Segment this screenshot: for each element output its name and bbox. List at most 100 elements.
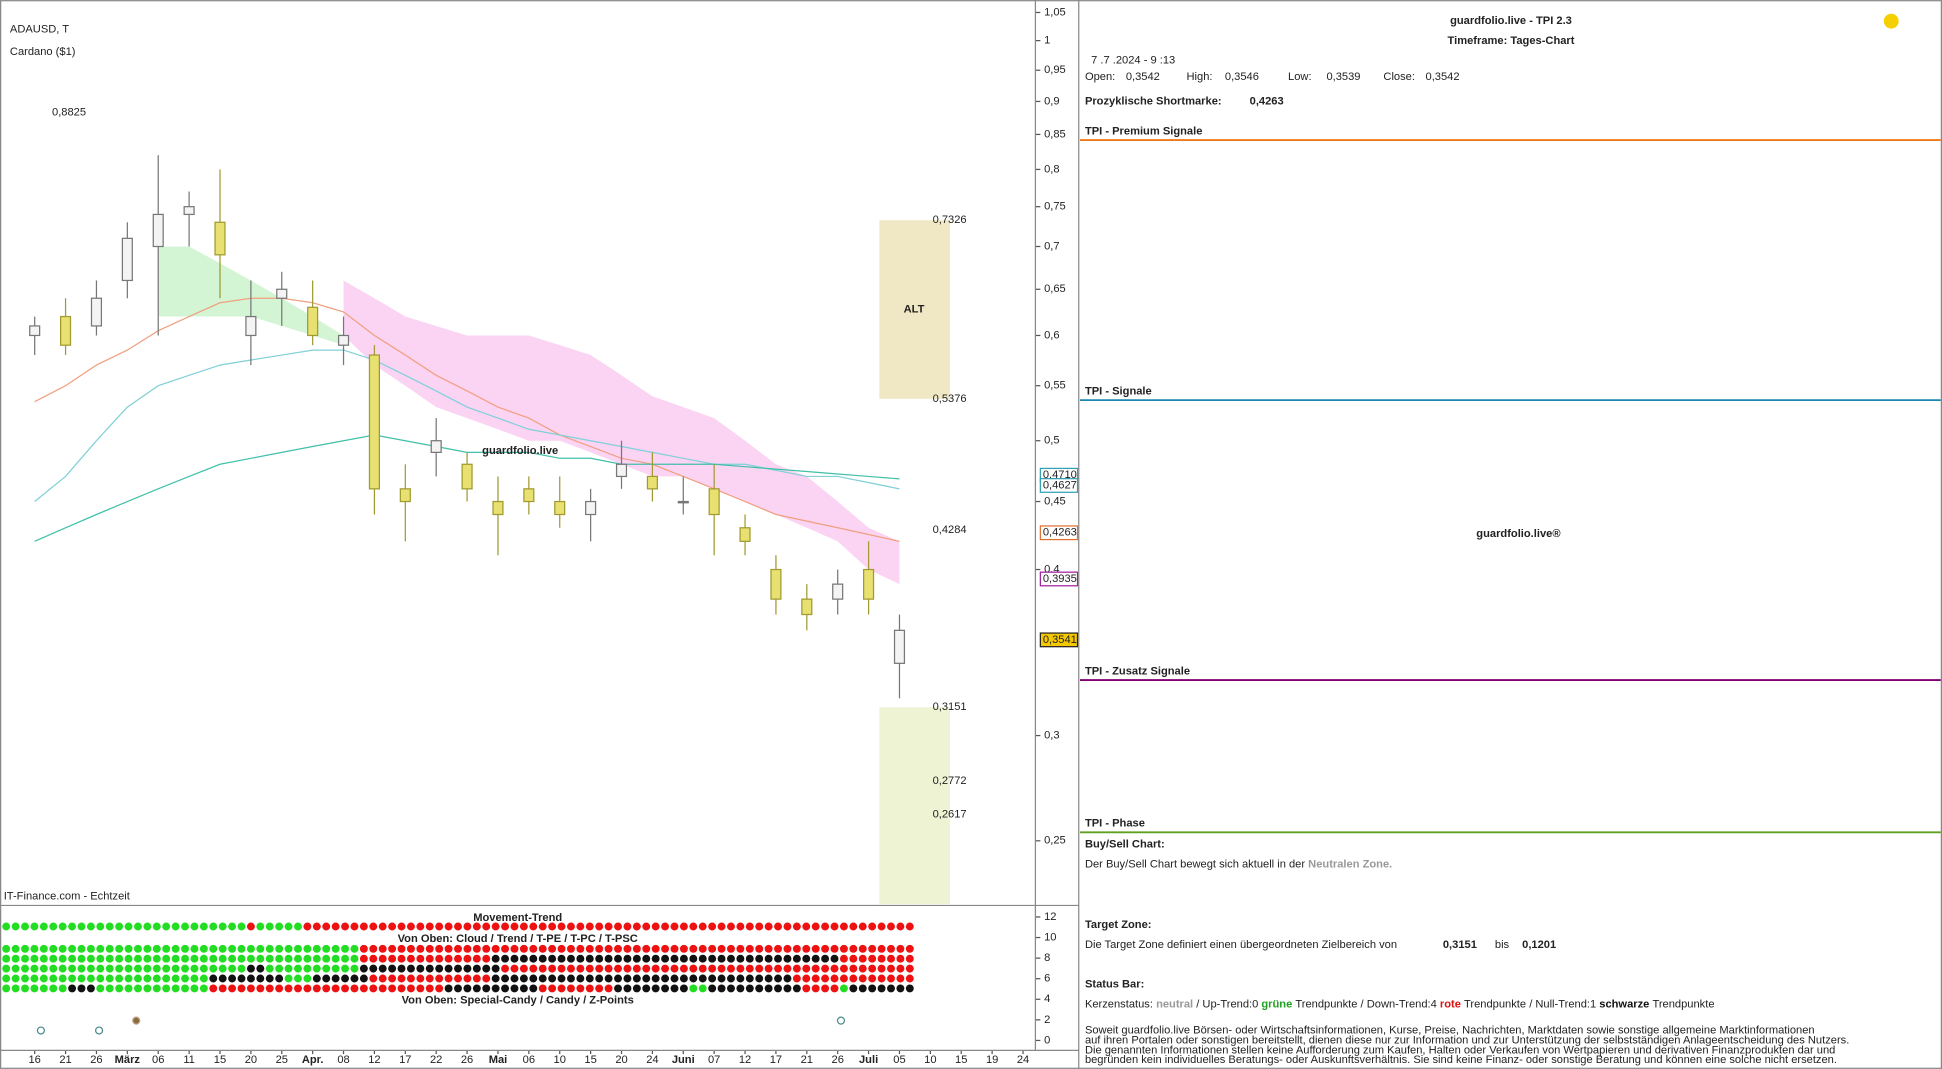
trend-dot <box>218 984 227 993</box>
trend-dot <box>670 964 679 973</box>
trend-dot <box>585 974 594 983</box>
price-marker <box>1039 632 1079 648</box>
section-title: TPI - Zusatz Signale <box>1085 665 1190 677</box>
trend-dot <box>312 984 321 993</box>
level-label: 0,2617 <box>933 808 967 820</box>
trend-dot <box>745 922 754 931</box>
y-tick-label: 0,55 <box>1044 380 1066 392</box>
trend-dot <box>388 964 397 973</box>
trend-dot <box>595 954 604 963</box>
indicator-title: Movement-Trend <box>473 912 562 924</box>
buysell-zone: Neutralen Zone. <box>1308 859 1392 871</box>
trend-dot <box>181 922 189 931</box>
trend-dot <box>623 984 632 993</box>
trend-dot <box>764 922 773 931</box>
x-tick-label: Juli <box>859 1054 878 1066</box>
trend-dot <box>275 974 284 983</box>
trend-dot <box>39 944 48 953</box>
trend-dot <box>369 974 378 983</box>
trend-dot <box>632 974 641 983</box>
trend-dot <box>115 954 124 963</box>
trend-dot <box>482 984 491 993</box>
trend-dot <box>11 974 20 983</box>
trend-dot <box>491 974 500 983</box>
trend-dot <box>134 944 142 953</box>
trend-dot <box>388 944 397 953</box>
trend-dot <box>21 964 29 973</box>
moving-average <box>34 434 900 542</box>
status-part: rote <box>1440 998 1461 1010</box>
trend-dot <box>708 954 717 963</box>
trend-dot <box>162 954 171 963</box>
trend-dot <box>548 944 557 953</box>
trend-dot <box>237 944 246 953</box>
trend-dot <box>811 964 820 973</box>
x-tick-label: 24 <box>646 1054 658 1066</box>
trend-dot <box>49 964 58 973</box>
trend-dot <box>566 984 575 993</box>
trend-dot <box>294 922 302 931</box>
price-marker-label: 0,3935 <box>1043 573 1077 585</box>
trend-dot <box>39 984 48 993</box>
candle-body <box>646 475 658 490</box>
trend-dot <box>774 964 783 973</box>
trend-dot <box>444 944 453 953</box>
trend-dot <box>331 984 340 993</box>
trend-dot <box>124 964 133 973</box>
indicator-tick-label: 2 <box>1044 1014 1050 1026</box>
trend-dot <box>303 964 312 973</box>
trend-dot <box>322 944 331 953</box>
x-tick-label: 10 <box>924 1054 936 1066</box>
trend-dot <box>162 922 171 931</box>
trend-dot <box>425 984 434 993</box>
trend-dot <box>727 954 735 963</box>
trend-dot <box>265 984 274 993</box>
trend-dot <box>341 984 350 993</box>
candle-body <box>430 440 442 453</box>
trend-dot <box>811 944 820 953</box>
trend-dot <box>755 984 764 993</box>
level-label: 0,4284 <box>933 524 967 536</box>
trend-dot <box>190 922 199 931</box>
trend-dot <box>858 964 867 973</box>
trend-dot <box>905 922 914 931</box>
trend-dot <box>134 922 142 931</box>
trend-dot <box>49 984 58 993</box>
indicator-tick-label: 8 <box>1044 952 1050 964</box>
trend-dot <box>849 954 858 963</box>
z-point <box>94 1026 104 1035</box>
trend-dot <box>717 974 726 983</box>
trend-dot <box>228 922 237 931</box>
target-to: 0,1201 <box>1522 939 1556 951</box>
trend-dot <box>86 922 95 931</box>
trend-dot <box>472 964 481 973</box>
trend-dot <box>350 944 359 953</box>
trend-dot <box>679 964 688 973</box>
trend-dot <box>651 922 660 931</box>
trend-dot <box>322 922 331 931</box>
z-point <box>36 1026 45 1035</box>
candle-body <box>245 315 257 337</box>
trend-dot <box>284 944 293 953</box>
trend-dot <box>284 954 293 963</box>
trend-dot <box>49 944 58 953</box>
trend-dot <box>284 964 293 973</box>
trend-dot <box>557 964 566 973</box>
trend-dot <box>454 984 462 993</box>
trend-dot <box>86 954 95 963</box>
ohlc-value: 0,3539 <box>1326 71 1360 83</box>
trend-dot <box>548 984 557 993</box>
x-tick-label: 15 <box>955 1054 967 1066</box>
trend-dot <box>538 964 547 973</box>
candle-body <box>893 629 906 664</box>
trend-dot <box>811 954 820 963</box>
trend-dot <box>491 922 500 931</box>
trend-dot <box>171 984 180 993</box>
trend-dot <box>39 974 48 983</box>
trend-dot <box>294 974 302 983</box>
candle-body <box>399 488 411 503</box>
trend-dot <box>322 974 331 983</box>
trend-dot <box>152 974 161 983</box>
trend-dot <box>585 944 594 953</box>
trend-dot <box>774 944 783 953</box>
